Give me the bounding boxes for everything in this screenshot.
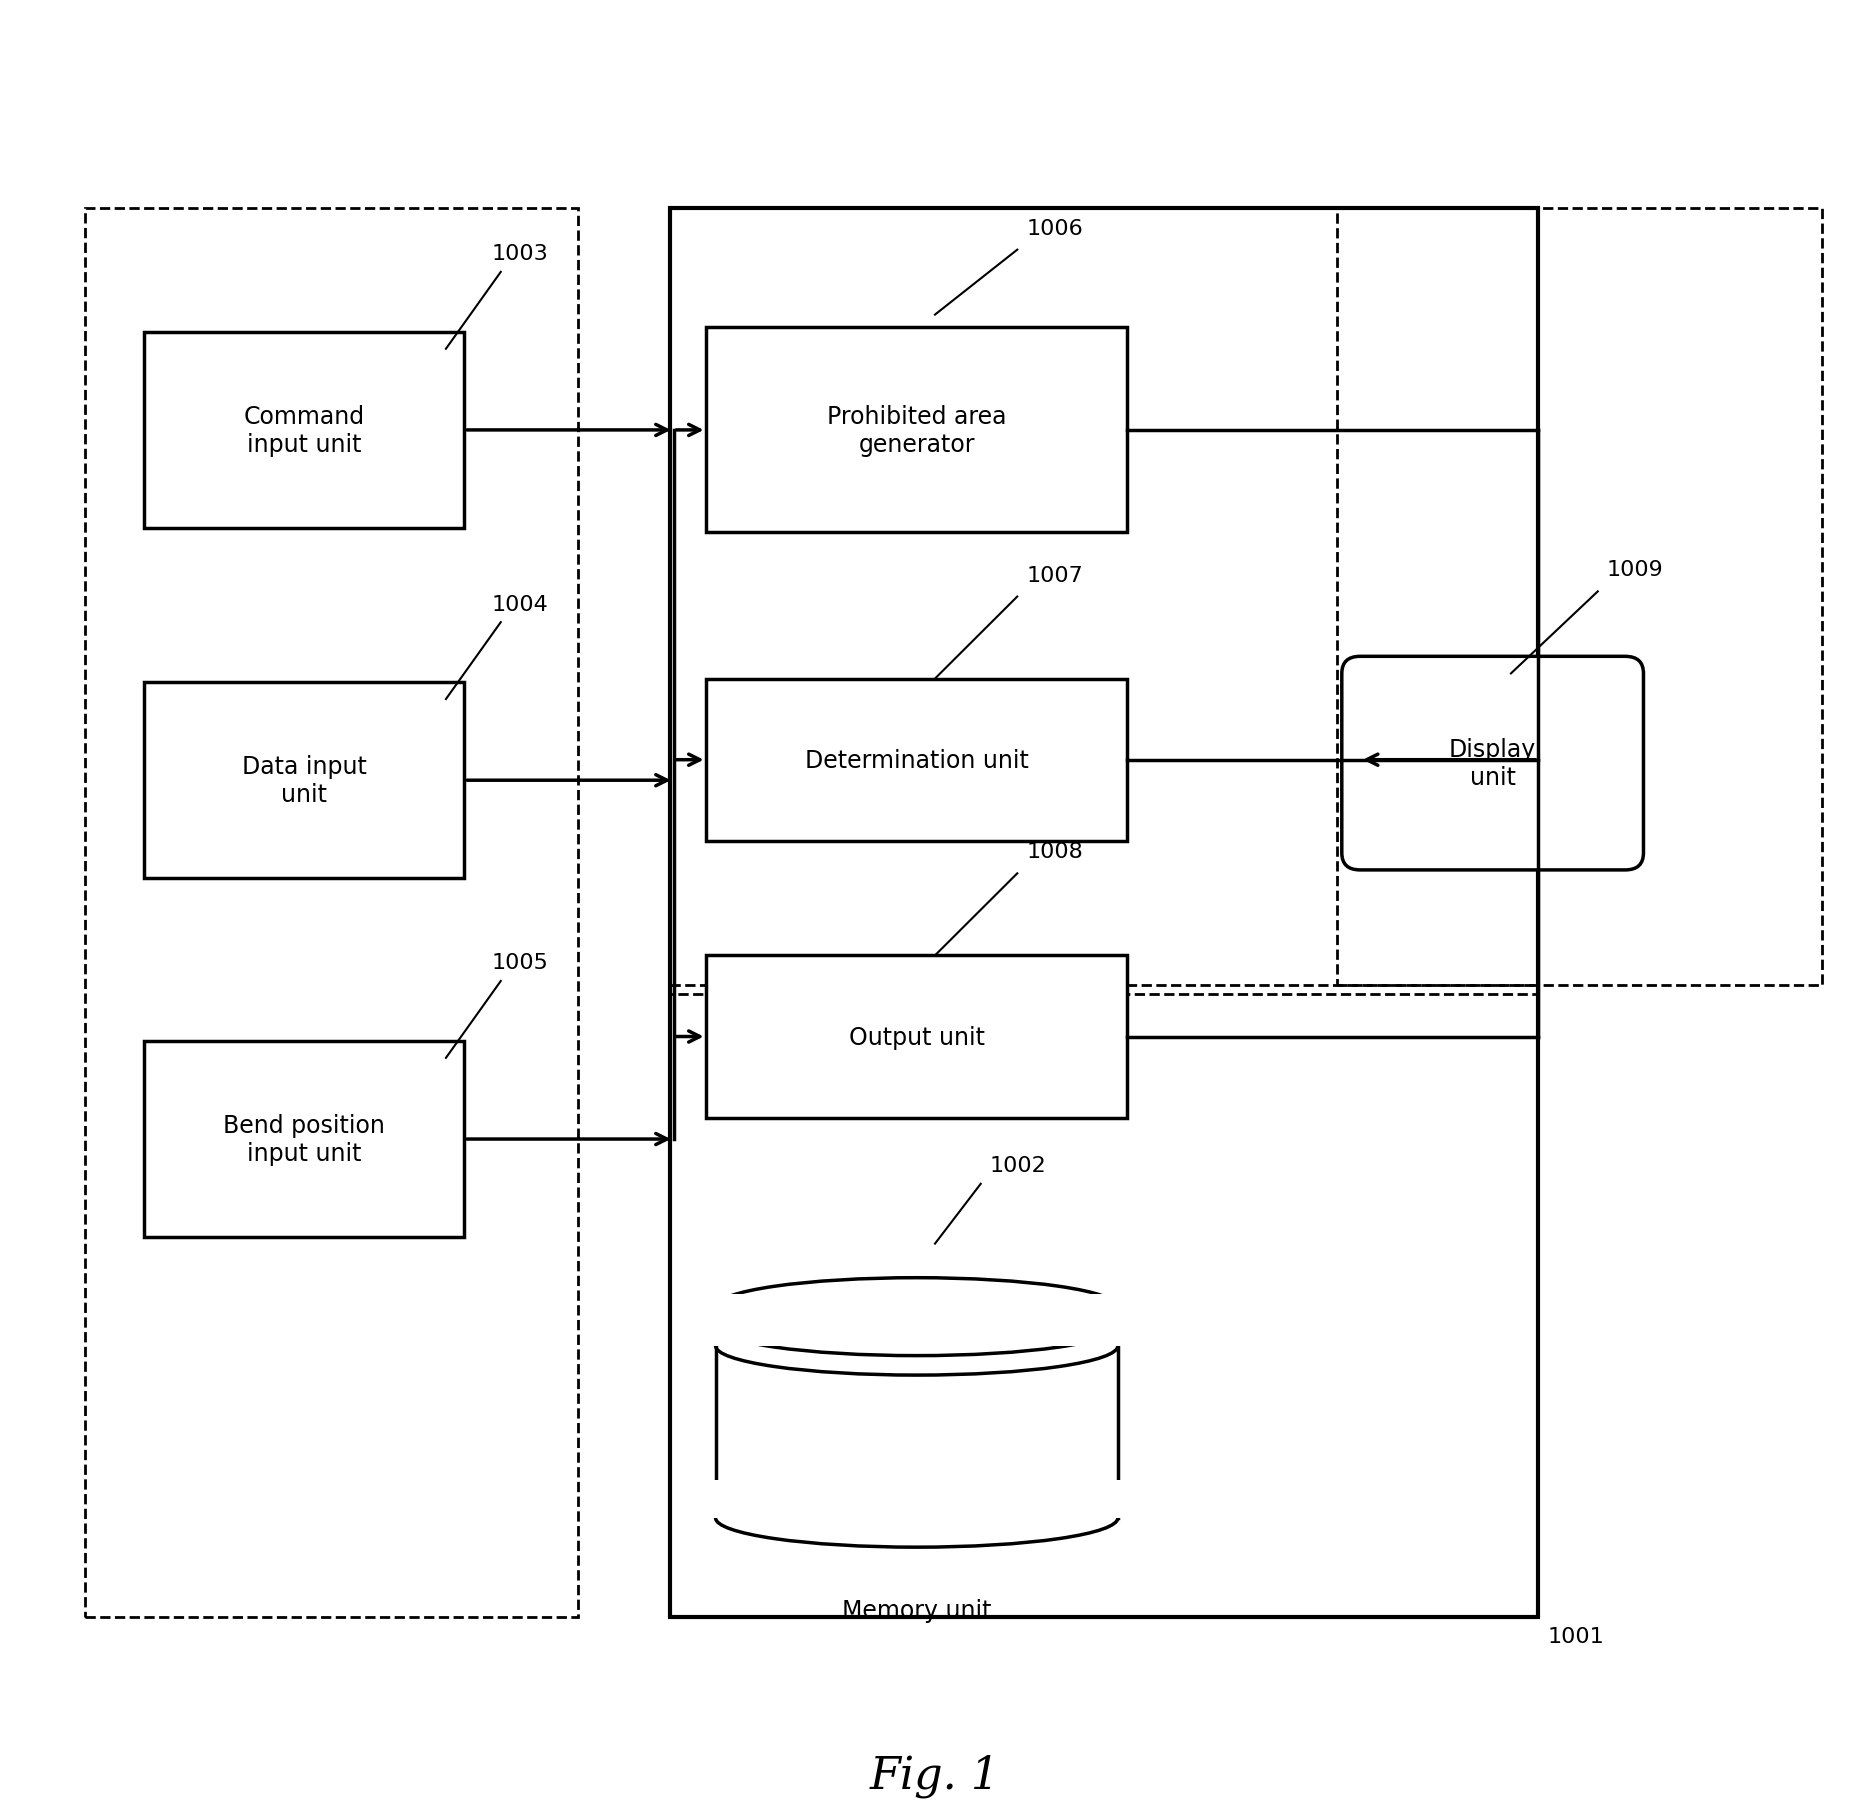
- Text: 1005: 1005: [492, 953, 548, 973]
- Bar: [669, 209, 1539, 1617]
- Ellipse shape: [716, 1278, 1118, 1336]
- Text: 1002: 1002: [989, 1155, 1047, 1175]
- FancyBboxPatch shape: [144, 1041, 464, 1238]
- Text: 1003: 1003: [492, 244, 548, 264]
- Text: Determination unit: Determination unit: [804, 749, 1028, 773]
- Bar: [84, 209, 578, 1617]
- FancyBboxPatch shape: [707, 679, 1128, 841]
- FancyBboxPatch shape: [144, 332, 464, 529]
- Text: 1006: 1006: [1027, 218, 1083, 238]
- Bar: [707, 1314, 1128, 1347]
- FancyBboxPatch shape: [144, 682, 464, 879]
- Text: Output unit: Output unit: [849, 1025, 985, 1049]
- Text: 1007: 1007: [1027, 565, 1083, 585]
- FancyBboxPatch shape: [707, 329, 1128, 532]
- Text: Data input
unit: Data input unit: [241, 754, 367, 807]
- Ellipse shape: [716, 1489, 1118, 1547]
- Bar: [1337, 209, 1821, 986]
- Bar: [707, 1480, 1128, 1518]
- Text: 1008: 1008: [1027, 841, 1083, 863]
- Text: Prohibited area
generator: Prohibited area generator: [827, 404, 1006, 457]
- Text: Bend position
input unit: Bend position input unit: [223, 1114, 385, 1166]
- Text: 1004: 1004: [492, 594, 548, 614]
- FancyBboxPatch shape: [707, 957, 1128, 1117]
- Text: 1009: 1009: [1606, 560, 1664, 579]
- Bar: [716, 1307, 1118, 1518]
- Text: Fig. 1: Fig. 1: [870, 1753, 1000, 1798]
- Bar: [707, 1294, 1128, 1327]
- FancyBboxPatch shape: [1343, 657, 1644, 870]
- Text: Display
unit: Display unit: [1449, 738, 1537, 789]
- Text: 1001: 1001: [1548, 1626, 1604, 1646]
- Text: Memory unit: Memory unit: [842, 1599, 991, 1623]
- Bar: [669, 995, 1539, 1617]
- Bar: [669, 209, 1539, 986]
- Text: Command
input unit: Command input unit: [243, 404, 365, 457]
